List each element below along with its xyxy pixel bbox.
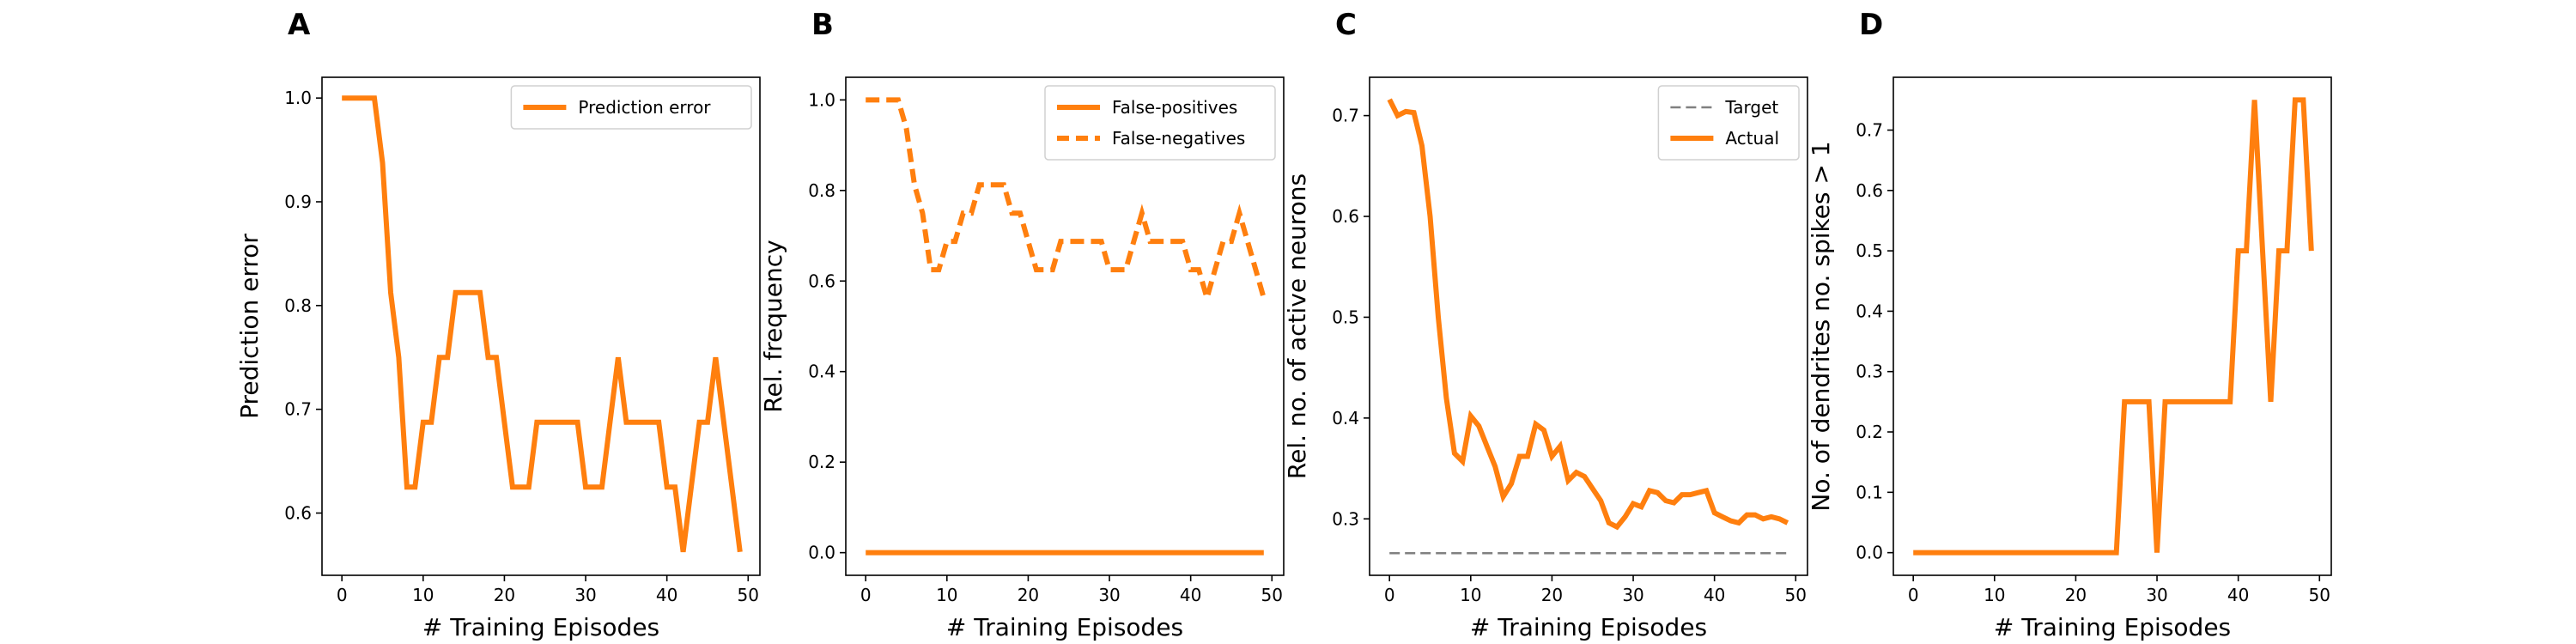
- y-tick-label: 0.4: [808, 361, 835, 382]
- series-line: [866, 97, 1267, 307]
- panel-letter: D: [1859, 8, 1883, 42]
- y-tick-label: 0.7: [1856, 120, 1883, 141]
- y-tick-label: 0.7: [1332, 106, 1359, 126]
- x-tick-label: 10: [1460, 585, 1481, 605]
- x-tick-label: 0: [337, 585, 348, 605]
- panel-d: D 0 10 20 30 40 50 0.0 0.1 0.2 0.3 0.4 0.5 0.6 0.7 # Tr…: [1807, 8, 2332, 641]
- y-tick-label: 0.8: [808, 180, 835, 201]
- y-tick-label: 0.3: [1332, 508, 1359, 529]
- x-tick-label: 40: [1180, 585, 1201, 605]
- axes-frame: [1893, 76, 2332, 576]
- y-tick-label: 0.8: [284, 295, 312, 316]
- y-tick-label: 0.1: [1856, 482, 1883, 502]
- y-tick-label: 0.2: [808, 452, 835, 472]
- y-tick-label: 0.0: [1856, 543, 1883, 563]
- y-tick-label: 1.0: [808, 89, 835, 110]
- x-tick-label: 0: [1908, 585, 1919, 605]
- legend: False-positives False-negatives: [1044, 85, 1276, 161]
- x-tick-label: 40: [2227, 585, 2249, 605]
- x-tick-label: 10: [936, 585, 957, 605]
- panel-a: A 0 10 20 30 40 50 0.6 0.7 0.8 0.9 1.0 # Training Ep…: [235, 8, 761, 641]
- x-tick-label: 50: [1261, 585, 1283, 605]
- panel-letter: A: [288, 8, 311, 42]
- x-tick-label: 30: [2146, 585, 2167, 605]
- y-tick-label: 0.6: [284, 503, 312, 524]
- y-tick-label: 0.4: [1332, 408, 1359, 428]
- x-tick-label: 30: [574, 585, 596, 605]
- y-tick-label: 0.5: [1332, 307, 1359, 327]
- y-tick-label: 1.0: [284, 88, 312, 108]
- x-axis-label: # Training Episodes: [1470, 613, 1707, 641]
- y-tick-label: 0.9: [284, 191, 312, 212]
- x-tick-label: 50: [738, 585, 759, 605]
- legend: Target Actual: [1657, 85, 1800, 161]
- y-tick-label: 0.6: [1332, 206, 1359, 227]
- y-tick-label: 0.5: [1856, 240, 1883, 261]
- x-tick-label: 20: [1018, 585, 1039, 605]
- y-axis-label: No. of dendrites no. spikes > 1: [1807, 141, 1835, 511]
- x-tick-label: 10: [412, 585, 434, 605]
- y-tick-label: 0.6: [1856, 180, 1883, 201]
- axes-frame: [1369, 76, 1808, 576]
- y-tick-label: 0.6: [808, 270, 835, 291]
- axes-frame: [845, 76, 1285, 576]
- x-tick-label: 30: [1622, 585, 1643, 605]
- x-tick-label: 50: [2309, 585, 2330, 605]
- x-tick-label: 20: [2065, 585, 2087, 605]
- y-axis-label: Rel. no. of active neurons: [1283, 173, 1311, 479]
- x-tick-label: 40: [1704, 585, 1725, 605]
- x-tick-label: 30: [1098, 585, 1120, 605]
- panel-b: B 0 10 20 30 40 50 0.0 0.2 0.4 0.6 0.8 1.0 # Training…: [759, 8, 1285, 641]
- panel-letter: B: [811, 8, 834, 42]
- x-axis-label: # Training Episodes: [1994, 613, 2231, 641]
- legend-label: Prediction error: [578, 97, 711, 118]
- x-tick-label: 20: [494, 585, 515, 605]
- legend-label: False-negatives: [1112, 128, 1245, 149]
- x-tick-label: 40: [656, 585, 677, 605]
- x-axis-label: # Training Episodes: [946, 613, 1183, 641]
- axes-frame: [321, 76, 761, 576]
- panel-c: C 0 10 20 30 40 50 0.3 0.4 0.5 0.6 0.7 # Training Ep…: [1283, 8, 1808, 641]
- x-tick-label: 20: [1541, 585, 1563, 605]
- y-tick-label: 0.0: [808, 543, 835, 563]
- y-tick-label: 0.7: [284, 399, 312, 420]
- x-tick-label: 50: [1785, 585, 1807, 605]
- legend: Prediction error: [510, 85, 752, 130]
- y-tick-label: 0.4: [1856, 301, 1883, 321]
- legend-box: [1657, 85, 1800, 161]
- x-tick-label: 0: [860, 585, 872, 605]
- series-line: [1913, 97, 2314, 556]
- legend-label: Target: [1724, 97, 1778, 118]
- panel-letter: C: [1335, 8, 1357, 42]
- x-tick-label: 10: [1984, 585, 2005, 605]
- x-axis-label: # Training Episodes: [422, 613, 659, 641]
- y-axis-label: Rel. frequency: [759, 240, 787, 412]
- legend-box: [510, 85, 752, 130]
- legend-box: [1044, 85, 1276, 161]
- y-tick-label: 0.2: [1856, 422, 1883, 442]
- series-line: [1387, 98, 1789, 531]
- y-axis-label: Prediction error: [235, 234, 264, 419]
- legend-label: Actual: [1725, 128, 1779, 149]
- x-tick-label: 0: [1384, 585, 1395, 605]
- series-line: [342, 95, 743, 553]
- y-tick-label: 0.3: [1856, 361, 1883, 382]
- legend-label: False-positives: [1112, 97, 1237, 118]
